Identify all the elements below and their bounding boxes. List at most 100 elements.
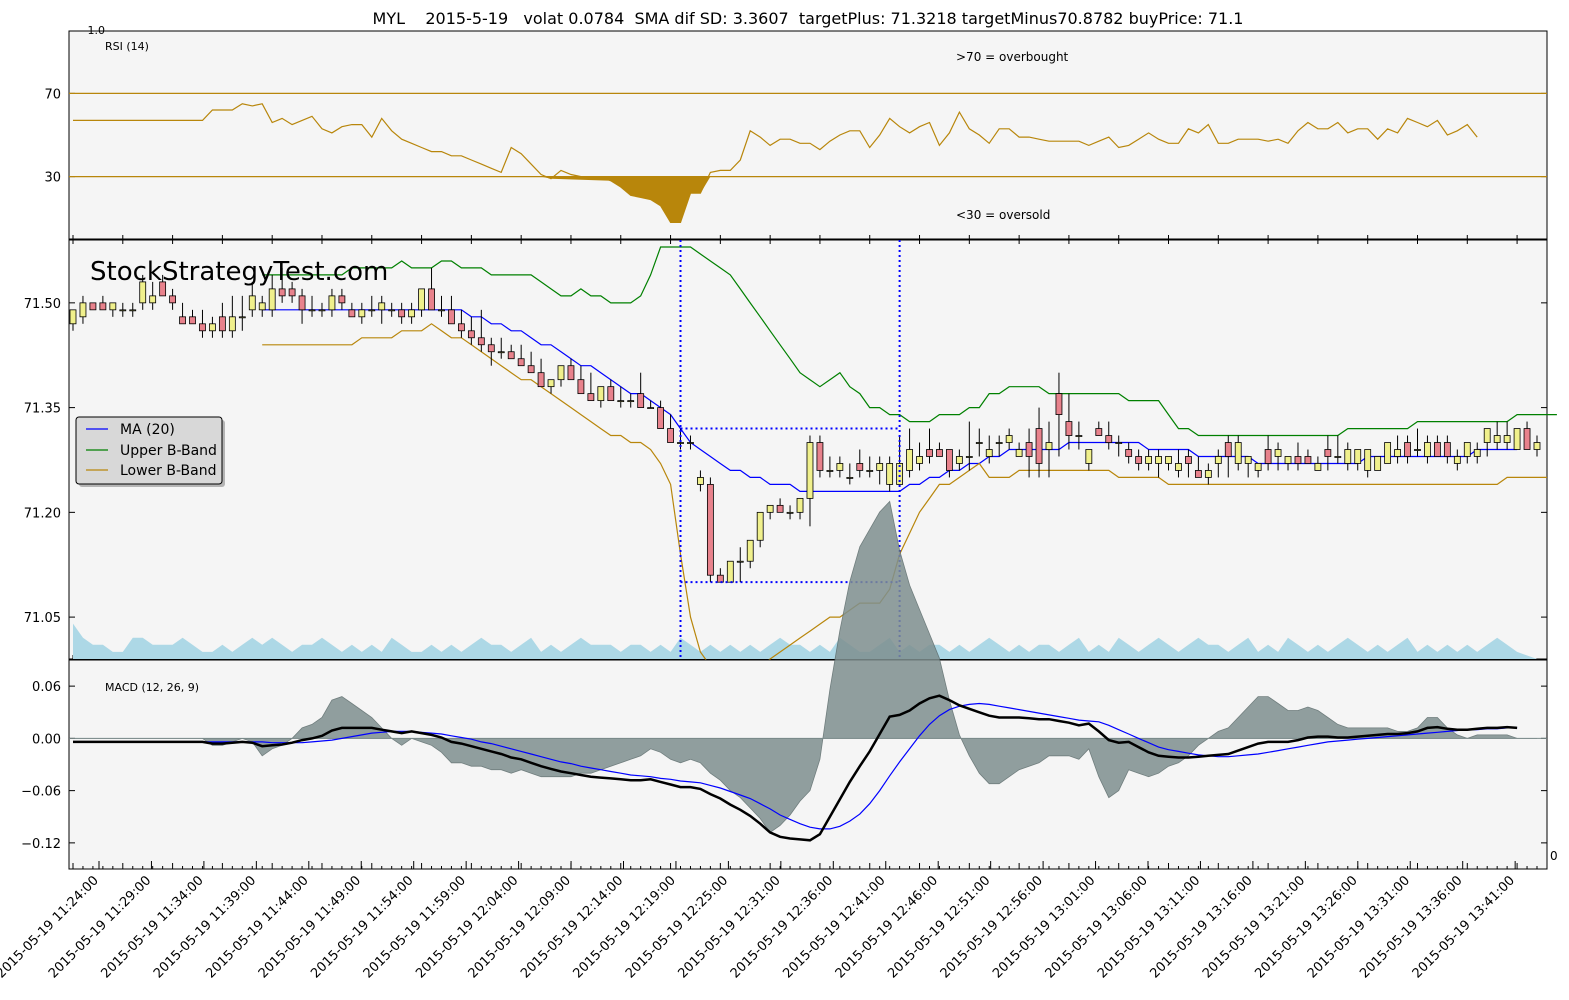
rsi-top-label: 1.0 xyxy=(88,24,106,37)
macd-axis-tick-label: 0.00 xyxy=(32,732,61,747)
candle-body xyxy=(1155,456,1162,464)
candle xyxy=(288,281,296,303)
candle xyxy=(258,295,266,317)
candle-body xyxy=(378,302,386,311)
x-tick-label: 2015-05-19 12:41:00 xyxy=(780,873,888,981)
candle-body xyxy=(89,302,97,311)
oversold-annotation: <30 = oversold xyxy=(956,208,1050,222)
candle xyxy=(1344,442,1352,471)
candle xyxy=(687,435,694,450)
price-legend: MA (20) Upper B-Band Lower B-Band xyxy=(75,416,225,487)
candle-body xyxy=(308,309,316,312)
candle-body xyxy=(1015,449,1023,457)
candle-body xyxy=(1503,435,1511,443)
candle xyxy=(1045,421,1053,478)
candle xyxy=(1414,428,1421,457)
candle-body xyxy=(129,309,137,312)
candle xyxy=(1015,442,1023,457)
candle xyxy=(846,463,854,485)
candle-body xyxy=(388,309,396,312)
candle-body xyxy=(119,309,127,312)
candle xyxy=(1304,449,1312,464)
x-tick-label: 2015-05-19 11:39:00 xyxy=(151,873,259,981)
candle xyxy=(1453,449,1461,471)
candle-body xyxy=(467,330,475,339)
candle-body xyxy=(448,309,455,325)
candle xyxy=(1125,442,1133,464)
candle xyxy=(1145,449,1152,471)
candle-body xyxy=(1434,442,1441,457)
candle-body xyxy=(1384,442,1392,464)
candle-body xyxy=(876,463,884,471)
candle-body xyxy=(1374,456,1382,471)
candle xyxy=(1334,435,1342,464)
candle xyxy=(1493,421,1501,450)
candle xyxy=(1105,421,1113,450)
candle xyxy=(1364,449,1372,478)
price-axis-tick-label: 71.35 xyxy=(24,402,61,417)
candle xyxy=(1035,407,1043,478)
candle xyxy=(438,295,445,317)
candle xyxy=(1175,449,1182,478)
candle-body xyxy=(926,449,933,457)
candle xyxy=(1214,449,1222,478)
candle-body xyxy=(458,323,465,332)
candle xyxy=(577,365,585,395)
x-tick-label: 2015-05-19 11:49:00 xyxy=(256,873,364,981)
candle-body xyxy=(1274,449,1282,457)
candle-body xyxy=(1175,463,1182,471)
candle-body xyxy=(209,323,216,332)
candle xyxy=(1025,428,1033,478)
candle-body xyxy=(1493,435,1501,443)
candle-body xyxy=(1344,449,1352,464)
candle-body xyxy=(228,316,236,332)
rsi-axis-tick-label: 70 xyxy=(44,87,61,102)
candle xyxy=(1483,428,1491,457)
x-tick-label: 2015-05-19 12:14:00 xyxy=(518,873,626,981)
chart-title: MYL 2015-5-19 volat 0.0784 SMA dif SD: 3… xyxy=(373,9,1244,28)
candle-body xyxy=(189,316,196,325)
candle-body xyxy=(109,302,117,311)
candle-body xyxy=(587,393,595,402)
candle xyxy=(975,428,983,457)
candle xyxy=(159,274,167,297)
candle-body xyxy=(507,351,515,360)
candle-body xyxy=(497,351,505,354)
candle-body xyxy=(1095,428,1103,436)
candle xyxy=(408,302,416,324)
candle xyxy=(836,456,844,478)
candle xyxy=(955,449,963,471)
candle xyxy=(378,295,386,324)
candle xyxy=(796,497,804,520)
candle xyxy=(507,344,515,360)
candle-body xyxy=(298,295,306,311)
x-tick-label: 2015-05-19 12:31:00 xyxy=(675,873,783,981)
candle xyxy=(368,295,376,317)
candle-body xyxy=(318,309,326,312)
candle-body xyxy=(597,386,605,402)
candle-body xyxy=(1125,449,1133,457)
candle-body xyxy=(1135,456,1143,464)
candle xyxy=(916,442,923,471)
candle-body xyxy=(1414,449,1421,451)
candle xyxy=(766,504,774,520)
candle-body xyxy=(985,449,993,457)
x-tick-label: 2015-05-19 12:46:00 xyxy=(833,873,941,981)
candle xyxy=(776,498,784,513)
candle-body xyxy=(866,470,874,472)
candle-body xyxy=(577,379,585,395)
candle xyxy=(826,456,834,478)
candle xyxy=(89,302,97,311)
x-tick-label: 2015-05-19 13:21:00 xyxy=(1200,873,1308,981)
candle xyxy=(706,477,714,583)
candle-body xyxy=(706,484,714,576)
candle-body xyxy=(99,302,107,311)
candle-body xyxy=(1473,449,1481,457)
candle-body xyxy=(268,288,276,311)
candle-body xyxy=(1364,449,1372,471)
candle xyxy=(786,505,794,520)
candle xyxy=(1075,421,1083,450)
candle-body xyxy=(149,295,157,304)
candle-body xyxy=(1443,442,1451,457)
candle xyxy=(936,442,943,457)
